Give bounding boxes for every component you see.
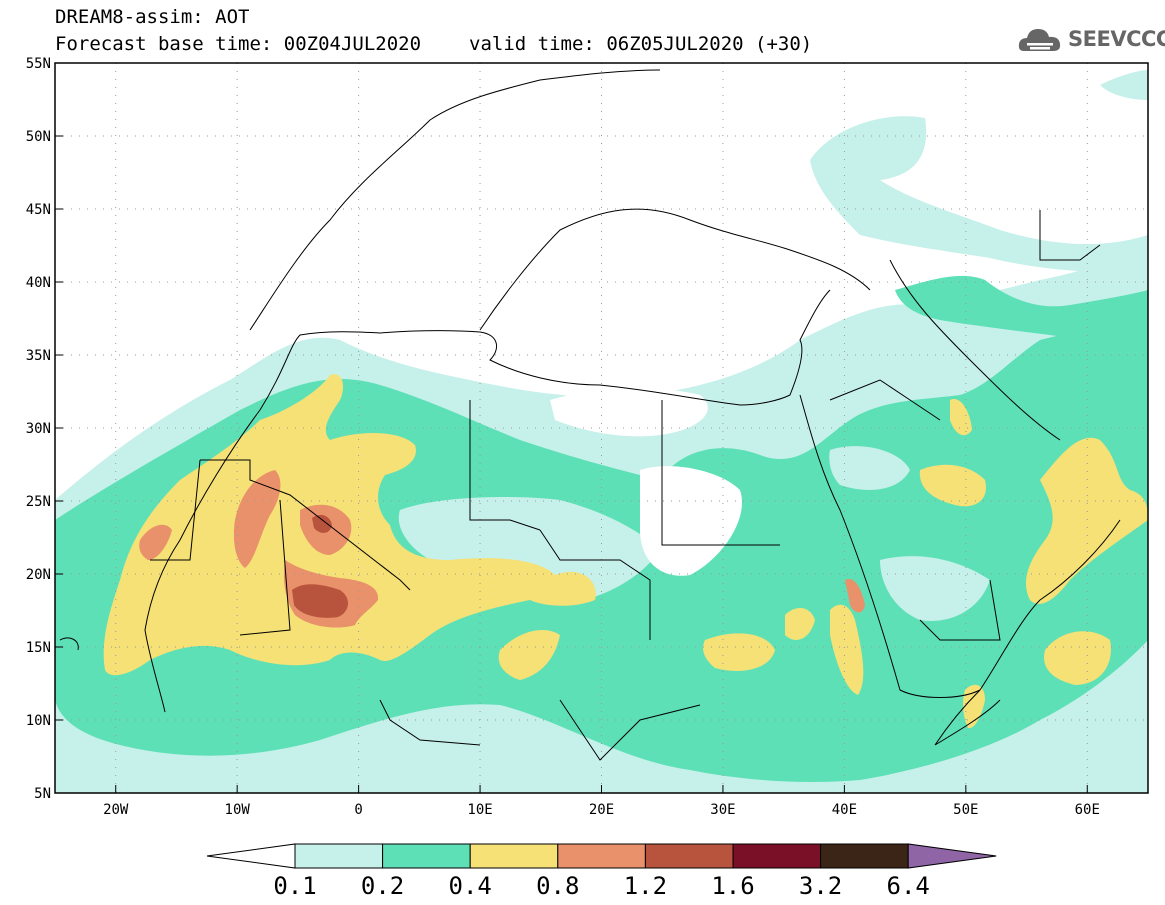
colorbar: 0.1 0.2 0.4 0.8 1.2 1.6 3.2 6.4 [206,843,997,900]
colorbar-over-arrow [907,843,997,869]
aot-contour-0.1 [1100,70,1148,100]
country-border [239,499,291,636]
country-border [200,459,411,591]
lat-tick-label: 40N [26,275,51,291]
forecast-base-time: Forecast base time: 00Z04JUL2020 [55,33,422,55]
map-grid [55,63,1148,793]
colorbar-box [644,843,734,869]
lat-tick-label: 30N [26,421,51,437]
country-border [150,459,201,561]
lat-tick-label: 25N [26,494,51,510]
axis-ticks: 20W 10W 0 10E 20E 30E 40E 50E 60E 55N 50N 45N 40N 35N… [26,56,1100,818]
lon-tick-label: 40E [832,802,857,818]
aot-contour-1.2 [312,514,332,533]
aot-contour-0.1 [810,116,1148,272]
colorbar-box [820,843,909,869]
coastline [934,689,1001,746]
lat-tick-label: 50N [26,129,51,145]
colorbar-box [557,843,646,869]
coastlines [59,69,1121,761]
colorbar-level-label: 0.1 [273,872,316,900]
colorbar-box [469,843,559,869]
logo-text: SEEVCCC [1068,27,1165,51]
aot-contour-0.4 [1044,631,1111,685]
country-border [379,699,481,746]
aot-clear-area [550,388,708,437]
aot-contour-0.4 [830,604,864,695]
lon-tick-label: 0 [354,802,362,818]
colorbar-level-label: 0.8 [536,872,579,900]
coastline [249,69,661,331]
country-border [559,699,701,761]
aot-contour-0.8 [139,524,172,560]
cloud-logo-icon [1018,29,1061,51]
aot-field [55,70,1148,793]
lon-tick-label: 20W [103,802,129,818]
coastline [479,208,871,331]
lat-tick-label: 10N [26,713,51,729]
aot-contour-low [398,497,660,605]
colorbar-box [294,843,384,869]
aot-clear-area [829,446,910,490]
aot-contour-0.4 [785,608,815,640]
colorbar-level-label: 1.6 [711,872,754,900]
colorbar-box [732,843,822,869]
aot-contour-0.4 [950,399,972,436]
lat-tick-label: 20N [26,567,51,583]
valid-time: valid time: 06Z05JUL2020 (+30) [469,33,813,55]
seevccc-logo: SEEVCCC [1018,24,1165,58]
colorbar-under-arrow [206,843,296,869]
aot-contour-0.8 [845,579,865,613]
colorbar-level-label: 0.2 [361,872,404,900]
lat-tick-label: 35N [26,348,51,364]
time-info: Forecast base time: 00Z04JUL2020 valid ti… [55,33,812,55]
country-border [661,400,780,546]
country-border [829,379,941,421]
lat-tick-label: 55N [26,56,51,72]
colorbar-level-label: 3.2 [799,872,842,900]
colorbar-level-label: 6.4 [887,872,930,900]
lon-tick-label: 10E [467,802,492,818]
aot-contour-0.4 [1025,437,1148,604]
lon-tick-label: 20E [589,802,614,818]
country-border [469,400,541,531]
lat-tick-label: 15N [26,640,51,656]
country-border [919,579,1001,641]
coastline [144,289,831,713]
coastline [799,394,1121,698]
lon-tick-label: 50E [953,802,978,818]
lon-tick-label: 60E [1075,802,1100,818]
aot-contour-0.2 [895,275,1148,337]
aot-clear-area [640,466,742,576]
colorbar-level-label: 0.4 [449,872,492,900]
aot-contour-0.8 [233,470,281,568]
coastline [889,259,1061,441]
map-title: DREAM8-assim: AOT [55,6,250,28]
aot-contour-0.4 [919,464,986,507]
aot-contour-0.4 [498,630,560,680]
lat-tick-label: 5N [34,786,51,802]
aot-contour-0.1 [880,556,990,621]
lon-tick-label: 10W [225,802,251,818]
lon-tick-label: 30E [710,802,735,818]
country-border [1039,210,1101,261]
lat-tick-label: 45N [26,202,51,218]
coastline [59,637,79,651]
colorbar-level-label: 1.2 [624,872,667,900]
aot-contour-0.4 [703,633,775,671]
aot-contour-1.2 [292,584,349,618]
country-border [539,529,651,640]
colorbar-box [382,843,471,869]
